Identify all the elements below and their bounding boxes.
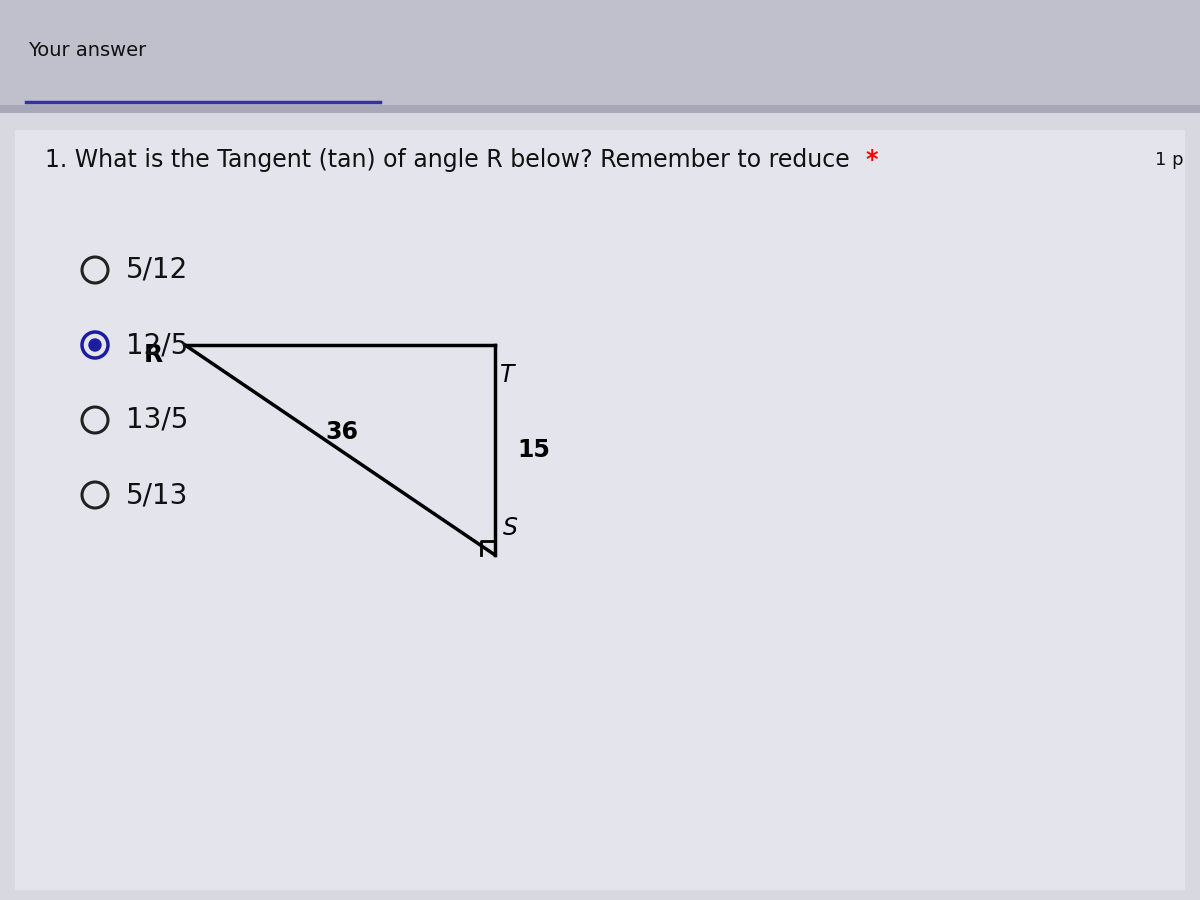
Bar <box>14 130 1186 890</box>
Text: *: * <box>865 148 877 172</box>
Text: 1 p: 1 p <box>1154 151 1183 169</box>
Text: 13/5: 13/5 <box>126 406 188 434</box>
Bar <box>0 113 1200 900</box>
Text: 12/5: 12/5 <box>126 331 188 359</box>
Text: R: R <box>144 343 163 367</box>
Text: 1. What is the Tangent (tan) of angle R below? Remember to reduce: 1. What is the Tangent (tan) of angle R … <box>46 148 857 172</box>
Text: T: T <box>500 363 515 387</box>
Text: 5/13: 5/13 <box>126 481 188 509</box>
Circle shape <box>89 339 101 351</box>
Bar <box>0 105 1200 113</box>
Text: 15: 15 <box>517 438 550 462</box>
Bar <box>0 0 1200 105</box>
Text: S: S <box>503 516 518 540</box>
Text: 36: 36 <box>326 419 359 444</box>
Text: Your answer: Your answer <box>28 40 146 59</box>
Text: 5/12: 5/12 <box>126 256 188 284</box>
